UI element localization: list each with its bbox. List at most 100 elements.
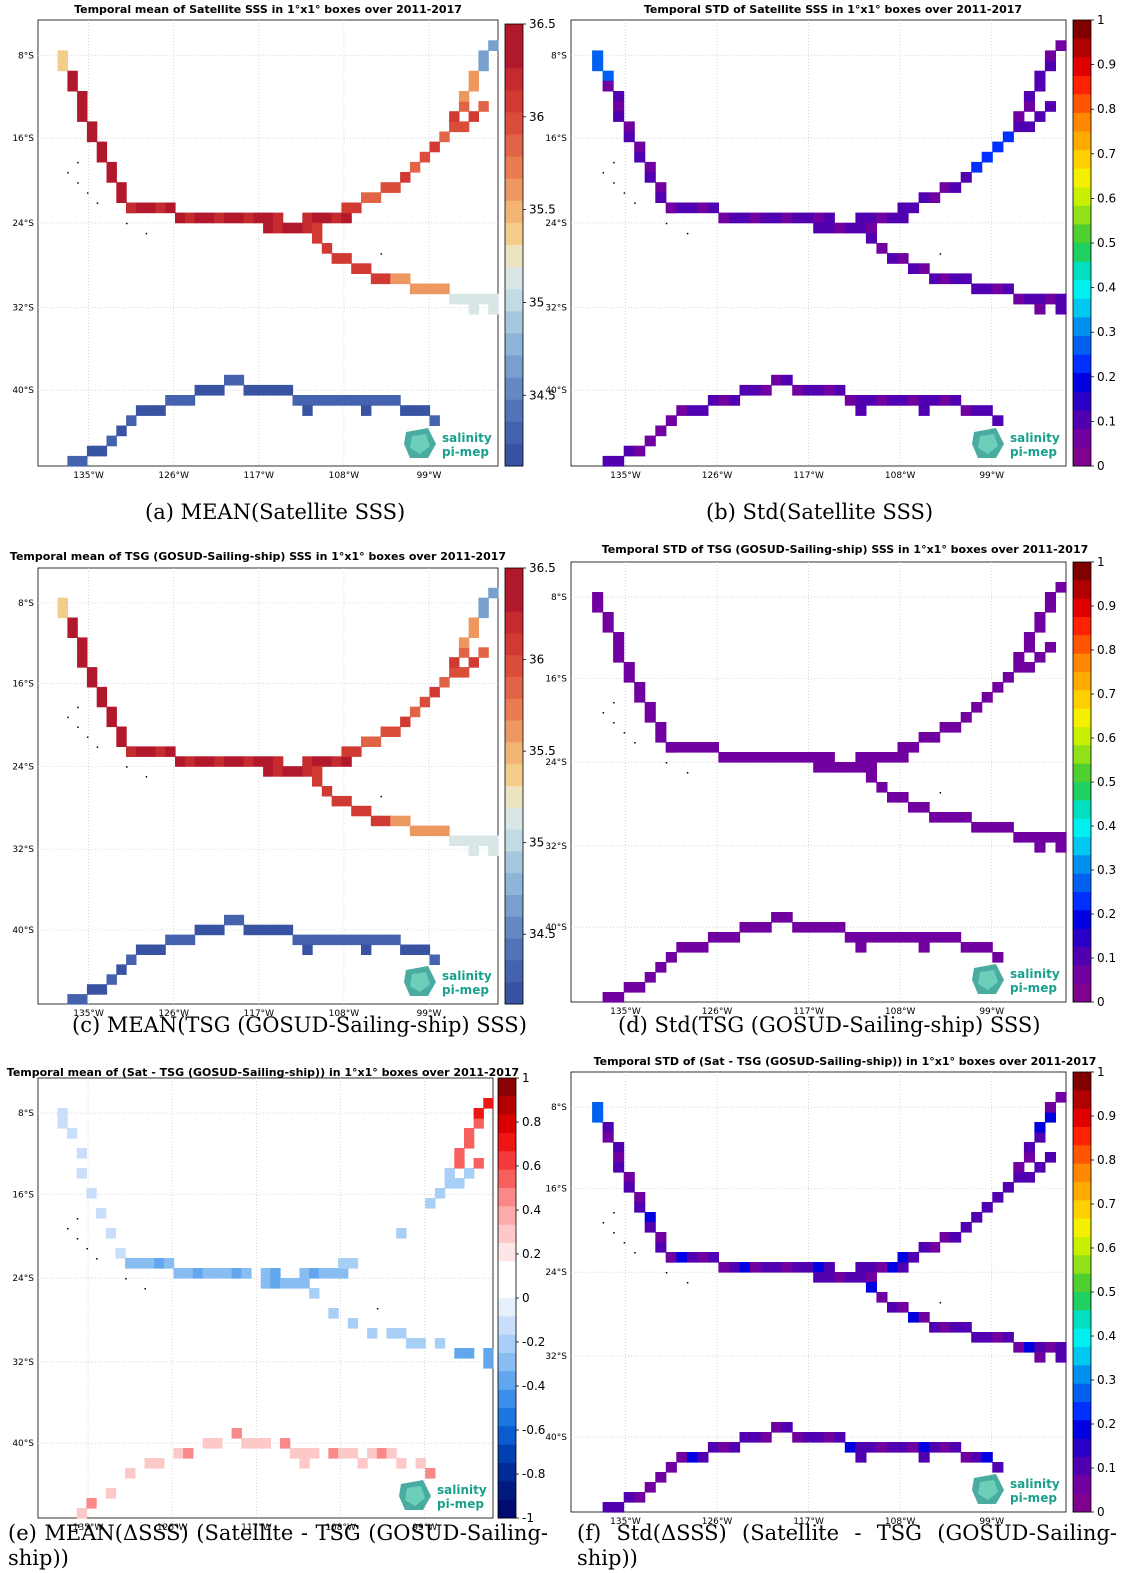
data-cells (592, 40, 1067, 467)
data-cell (697, 1252, 709, 1263)
data-cell (1023, 1152, 1035, 1163)
colorbar-step (505, 355, 523, 379)
data-cell (960, 1222, 972, 1233)
data-cell (771, 212, 783, 224)
panel-c: Temporal mean of TSG (GOSUD-Sailing-ship… (0, 520, 563, 1020)
colorbar-tick-label: 0.7 (1097, 147, 1116, 161)
map-svg-b: Temporal STD of Satellite SSS in 1°x1° b… (545, 3, 1116, 481)
data-cell (224, 374, 235, 386)
data-cell (813, 1432, 825, 1443)
colorbar: 36.5 36 35.5 35 34.5 (504, 17, 556, 467)
data-cell (302, 766, 313, 777)
data-cell (644, 161, 656, 173)
data-cell (950, 395, 962, 406)
data-cell (718, 212, 730, 224)
data-cell (282, 924, 294, 936)
data-cell (253, 756, 264, 767)
island-marker (77, 161, 79, 164)
logo-text-salinity: salinity (1010, 1477, 1060, 1491)
data-cell (116, 964, 127, 975)
colorbar-step (1073, 1200, 1091, 1220)
data-cell (106, 974, 117, 985)
logo-text-pimep: pi-mep (1010, 1491, 1057, 1505)
data-cell (361, 192, 372, 203)
colorbar-tick-label: -1 (522, 1511, 534, 1525)
data-cell (134, 1258, 146, 1269)
data-cell (214, 756, 225, 767)
data-cell (96, 984, 108, 995)
colorbar-step (1073, 447, 1091, 467)
colorbar-tick-label: 36.5 (529, 17, 556, 31)
data-cell (468, 293, 479, 305)
data-cell (321, 756, 333, 767)
data-cell (1044, 1102, 1056, 1113)
data-cell (449, 293, 460, 305)
colorbar-step (1073, 354, 1091, 374)
island-marker (634, 202, 636, 204)
data-cell (1044, 642, 1056, 653)
data-cell (280, 1278, 291, 1289)
data-cell (844, 762, 856, 773)
colorbar-tick-label: 0.1 (1097, 414, 1116, 428)
data-cell (331, 253, 342, 264)
data-cell (971, 1212, 983, 1223)
chart-title: Temporal STD of Satellite SSS in 1°x1° b… (644, 3, 1022, 16)
data-cell (282, 222, 294, 234)
data-cell (918, 802, 930, 813)
data-cell (241, 1438, 252, 1449)
map-svg-c: Temporal mean of TSG (GOSUD-Sailing-ship… (10, 550, 556, 1019)
data-cell (644, 712, 656, 723)
y-tick-label: 8°S (551, 593, 567, 603)
data-cell (686, 1452, 698, 1463)
y-tick-label: 16°S (545, 1185, 567, 1195)
data-cell (1034, 1352, 1046, 1363)
data-cell (771, 912, 783, 923)
colorbar-step (1073, 94, 1091, 114)
data-cell (458, 647, 470, 658)
data-cell (106, 172, 117, 183)
colorbar-tick-label: 0.8 (1097, 102, 1116, 116)
island-marker (939, 1302, 942, 1304)
data-cell (876, 1262, 888, 1273)
logo-text-pimep: pi-mep (1010, 981, 1057, 995)
data-cell (155, 944, 166, 955)
data-cell (341, 202, 352, 214)
colorbar-step (498, 1224, 516, 1244)
data-cell (1055, 40, 1067, 51)
data-cell (592, 60, 604, 72)
colorbar-step (1073, 1347, 1091, 1366)
colorbar-step (1073, 1292, 1091, 1311)
data-cell (458, 121, 470, 133)
data-cell (184, 756, 196, 767)
colorbar-step (505, 68, 523, 91)
data-cell (67, 627, 78, 638)
x-tick-label: 135°W (73, 471, 104, 481)
data-cell (263, 222, 274, 234)
data-cell (792, 1432, 804, 1443)
data-cell (602, 1122, 614, 1133)
data-cell (844, 222, 856, 234)
x-tick-label: 108°W (329, 1009, 360, 1019)
data-cell (483, 1358, 494, 1369)
data-cell (415, 1458, 426, 1469)
data-cell (331, 212, 342, 224)
data-cell (992, 283, 1004, 295)
caption-f: (f) Std(ΔSSS) (Satellite - TSG (GOSUD-Sa… (577, 1521, 1117, 1570)
colorbar-step (1073, 1420, 1091, 1440)
y-tick-label: 40°S (545, 923, 567, 933)
data-cell (634, 982, 646, 993)
data-cell (1034, 612, 1046, 623)
data-cell (302, 944, 313, 955)
colorbar-step (1073, 168, 1091, 188)
data-cell (750, 212, 762, 224)
data-cell (676, 742, 688, 753)
data-cell (729, 1262, 741, 1273)
data-cell (312, 395, 323, 406)
colorbar: 36.5 36 35.5 35 34.5 (504, 561, 556, 1005)
data-cell (321, 212, 333, 224)
data-cell (655, 1242, 667, 1253)
data-cell (718, 932, 730, 943)
colorbar-step (498, 1353, 516, 1372)
colorbar-step (505, 895, 523, 918)
